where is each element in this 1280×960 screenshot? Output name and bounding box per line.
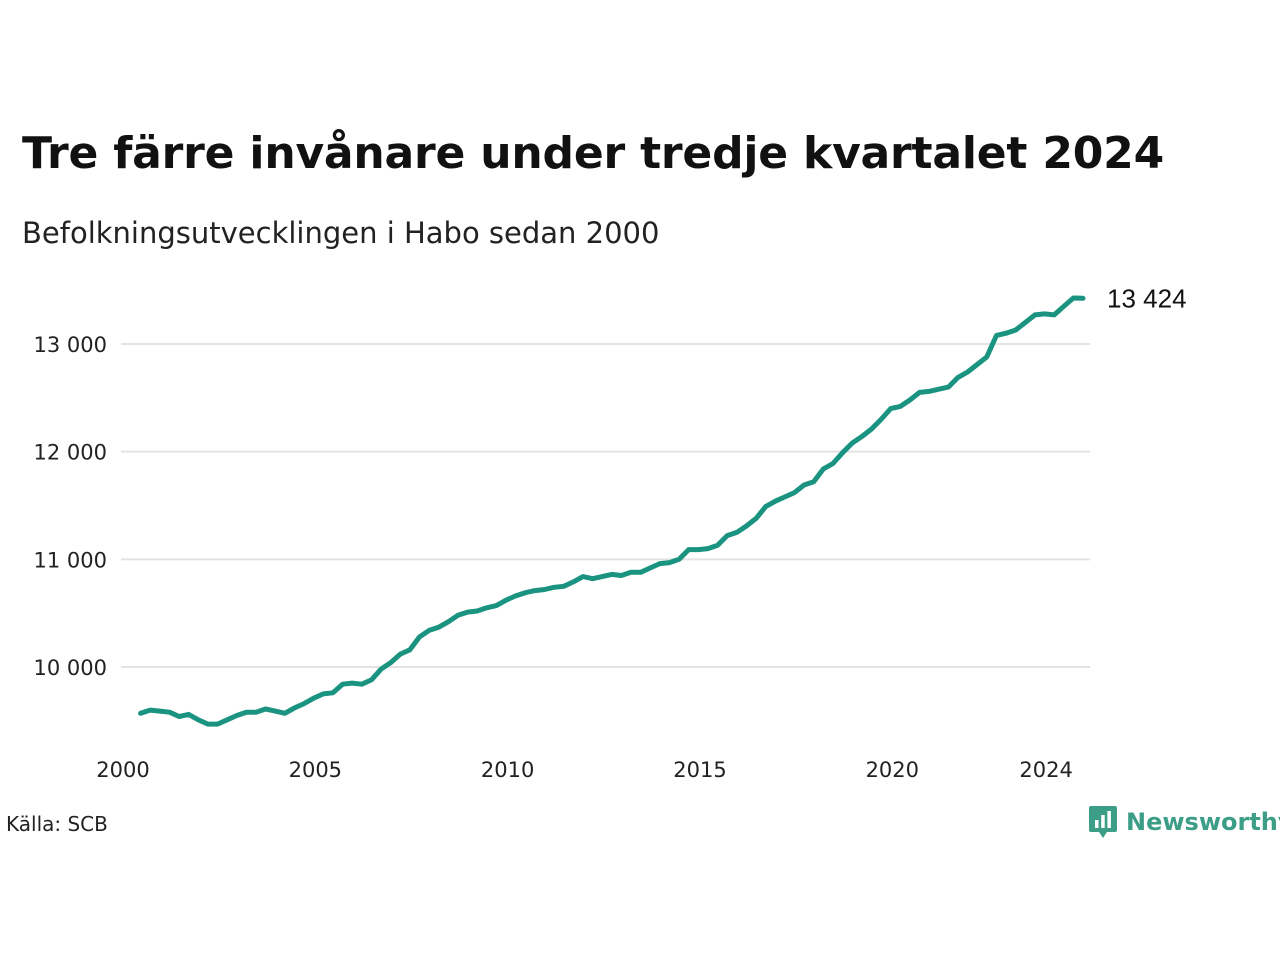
series-layer: 13 424 <box>138 283 1187 727</box>
gridlines <box>121 343 1090 668</box>
x-tick-label: 2020 <box>866 758 919 782</box>
y-tick-label: 10 000 <box>34 656 107 680</box>
chart-subtitle: Befolkningsutvecklingen i Habo sedan 200… <box>22 216 660 250</box>
y-axis-labels: 10 000 11 000 12 000 13 000 <box>34 333 107 680</box>
end-value-label: 13 424 <box>1107 283 1187 313</box>
x-tick-label: 2000 <box>96 758 149 782</box>
brand-name: Newsworthy <box>1126 808 1280 836</box>
y-tick-label: 13 000 <box>34 333 107 357</box>
y-tick-label: 12 000 <box>34 441 107 465</box>
chart-title: Tre färre invånare under tredje kvartale… <box>22 128 1164 179</box>
x-tick-label: 2010 <box>481 758 534 782</box>
newsworthy-logo-icon <box>1089 806 1117 838</box>
source-note: Källa: SCB <box>6 812 108 836</box>
brand-logo: Newsworthy <box>1088 804 1280 840</box>
y-tick-label: 11 000 <box>34 548 107 572</box>
x-tick-label: 2015 <box>673 758 726 782</box>
x-tick-label: 2024 <box>1019 758 1072 782</box>
series-line <box>138 295 1086 727</box>
x-tick-label: 2005 <box>289 758 342 782</box>
x-axis-labels: 2000 2005 2010 2015 2020 2024 <box>96 758 1073 782</box>
